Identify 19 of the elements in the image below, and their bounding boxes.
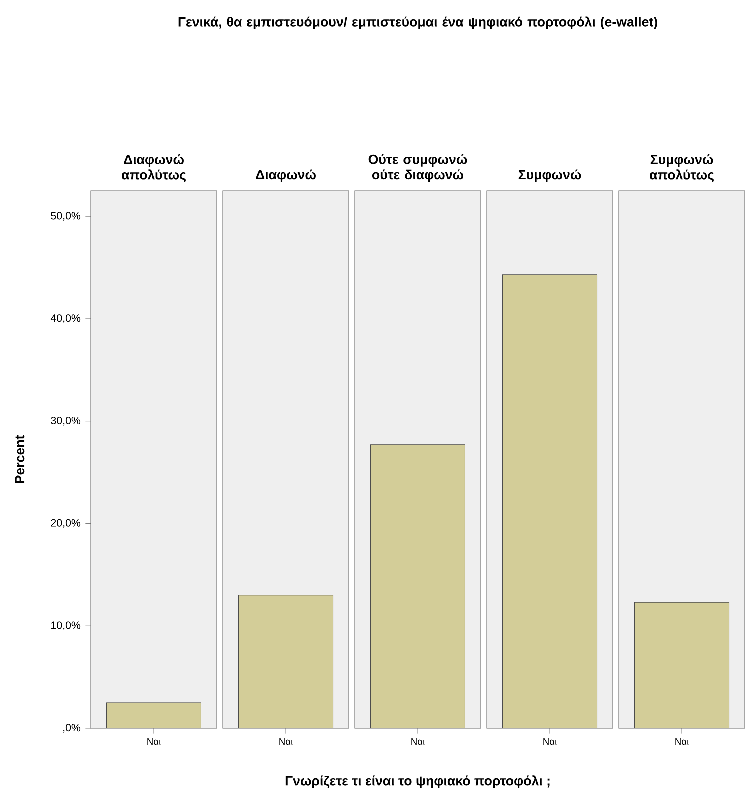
chart-title: Διαφωνώ xyxy=(256,170,316,182)
y-tick-label: 30,0% xyxy=(51,416,81,426)
x-tick-label: Ναι xyxy=(412,738,425,746)
y-tick-label: 40,0% xyxy=(50,314,81,324)
y-tick-label: ,0% xyxy=(64,724,81,733)
y-axis-title: Percent xyxy=(15,435,25,484)
y-tick-label: 20,0% xyxy=(51,519,81,528)
chart-title: Ούτε συμφωνώ ούτε διαφωνώ xyxy=(368,154,468,182)
x-axis-title: Γνωρίζετε τι είναι το ψηφιακό πορτοφόλι ; xyxy=(286,776,550,788)
x-tick-label: Ναι xyxy=(544,738,557,746)
chart-title: Συμφωνώ xyxy=(518,170,582,182)
x-tick-label: Ναι xyxy=(280,738,293,746)
x-tick-label: Ναι xyxy=(676,738,689,746)
y-tick-label: 10,0% xyxy=(52,622,81,631)
x-tick-label: Ναι xyxy=(148,738,161,746)
y-tick-label: 50,0% xyxy=(51,212,81,221)
text: Γενικά, θα εμπιστευόμουν/ εμπιστεύομαι ένα ψηφιακό πορτοφόλι (e-wallet) xyxy=(178,16,658,30)
chart-title: Συμφωνώ απολύτως xyxy=(650,154,714,182)
chart-title: Διαφωνώ απολύτως xyxy=(122,154,186,182)
